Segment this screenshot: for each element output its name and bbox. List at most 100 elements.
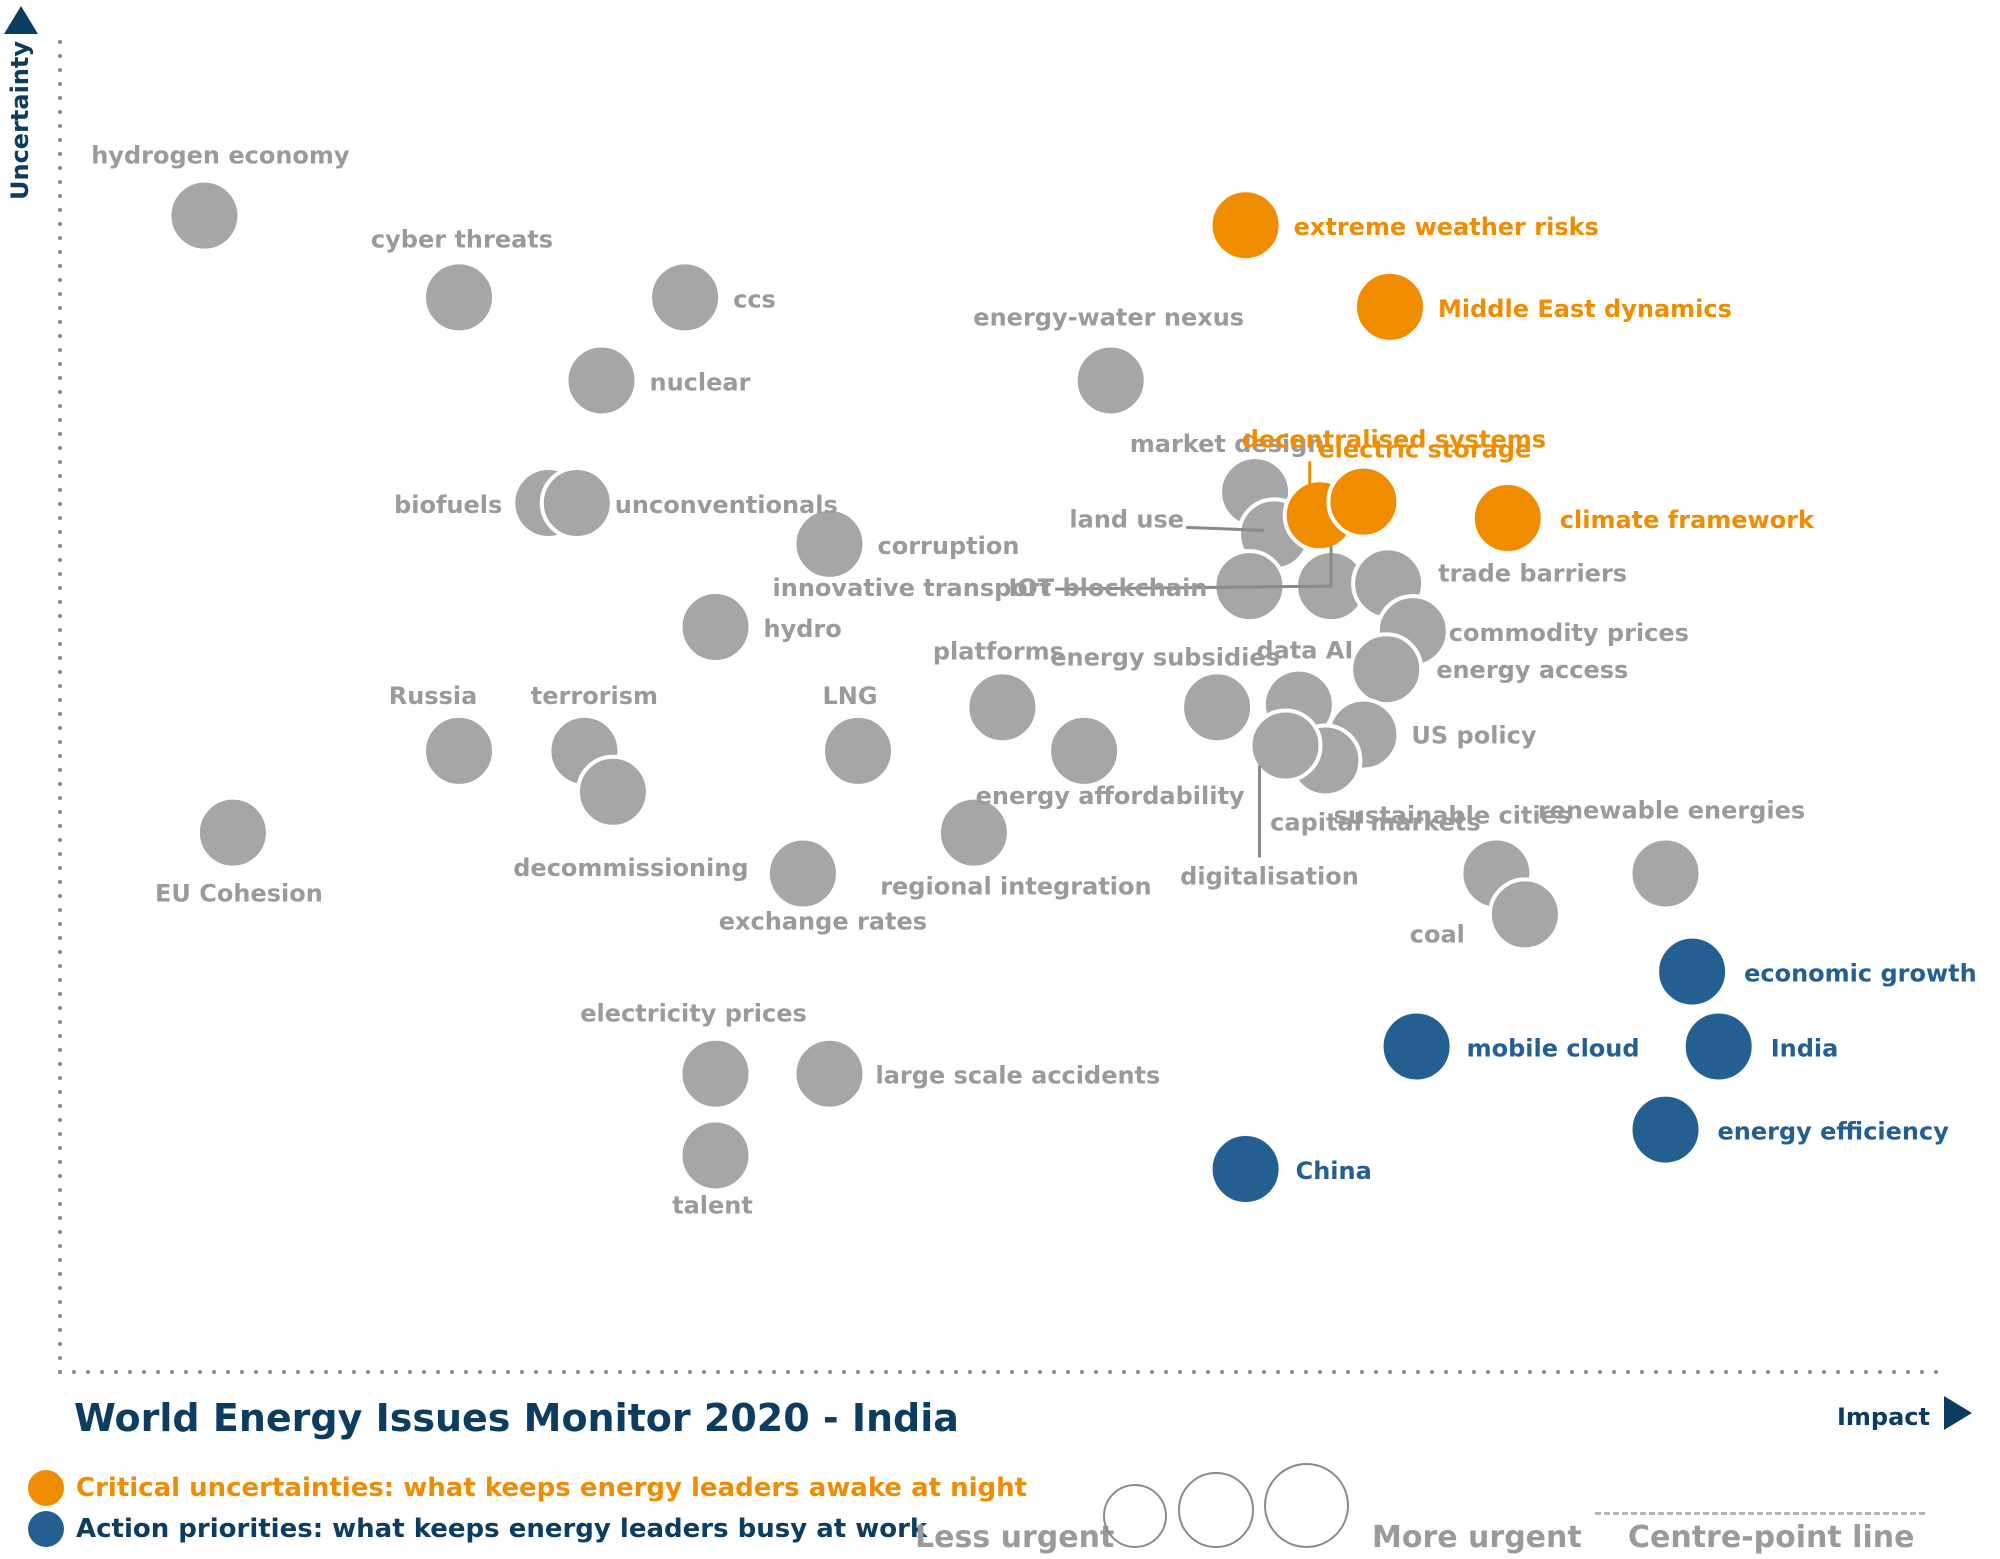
medium-size-circle-icon [1178,1472,1254,1548]
label-corruption: corruption [878,532,1020,560]
bubble-renewable-energies [1628,836,1703,911]
label-hydrogen-economy: hydrogen economy [91,142,350,170]
bubble-energy-efficiency [1628,1092,1703,1167]
label-market-design: market design [1130,430,1325,458]
label-platforms: platforms [933,637,1064,665]
bubble-extreme-weather-risks [1208,188,1283,263]
label-ccs: ccs [733,285,776,313]
label-electric-storage: electric storage [1318,436,1531,464]
label-exchange-rates: exchange rates [719,908,927,936]
label-terrorism: terrorism [531,682,658,710]
label-lng: LNG [822,682,877,710]
label-us-policy: US policy [1411,722,1536,750]
leader-line-innovative-transport [1055,546,1333,591]
less-urgent-label: Less urgent [915,1520,1115,1555]
x-axis-label: Impact [1837,1403,1930,1431]
bubble-corruption [792,506,867,581]
small-size-circle-icon [1103,1484,1167,1548]
label-large-scale-accidents: large scale accidents [876,1062,1161,1090]
bubble-climate-framework [1470,481,1545,556]
large-size-circle-icon [1264,1463,1349,1548]
bubble-electric-storage [1326,464,1401,539]
chart-title: World Energy Issues Monitor 2020 - India [74,1396,959,1440]
y-axis-label: Uncertainty [6,41,34,200]
label-biofuels: biofuels [394,491,502,519]
label-mobile-cloud: mobile cloud [1467,1034,1640,1062]
legend-critical-label: Critical uncertainties: what keeps energ… [76,1473,1028,1503]
label-eu-cohesion: EU Cohesion [155,880,323,908]
label-china: China [1296,1157,1372,1185]
bubble-hydrogen-economy [167,178,242,253]
legend-priorities: Action priorities: what keeps energy lea… [28,1511,927,1547]
bubble-regional-integration [936,795,1011,870]
bubble-eu-cohesion [195,795,270,870]
bubble-energy-water-nexus [1073,343,1148,418]
label-coal: coal [1410,920,1465,948]
label-decentralised-systems: decentralised systems [1242,425,1546,453]
label-energy-affordability: energy affordability [976,782,1245,810]
bubble-talent [678,1118,753,1193]
label-india: India [1771,1034,1839,1062]
label-energy-access: energy access [1436,656,1628,684]
bubble-hydro [678,589,753,664]
bubble-mobile-cloud [1379,1009,1454,1084]
x-axis-arrow-icon [1944,1396,1972,1430]
label-data-ai: data AI [1256,637,1353,665]
y-axis-arrow-icon [4,6,38,34]
bubble-lng [821,713,895,788]
bubble-middle-east-dynamics [1353,269,1427,344]
bubble-russia [422,713,496,788]
bubble-unconventionals [539,466,614,541]
label-middle-east-dynamics: Middle East dynamics [1438,295,1732,323]
label-trade-barriers: trade barriers [1438,559,1627,587]
label-iot-blockchain: IOT blockchain [1008,574,1207,602]
label-sustainable-cities: sustainable cities [1334,802,1572,830]
orange-dot-icon [28,1470,64,1506]
label-land-use: land use [1069,505,1184,533]
label-unconventionals: unconventionals [615,491,838,519]
label-hydro: hydro [764,615,842,643]
bubble-exchange-rates [765,836,840,911]
blue-dot-icon [28,1511,64,1547]
label-nuclear: nuclear [650,368,751,396]
bubble-india [1681,1009,1756,1084]
bubble-energy-affordability [1047,713,1122,788]
bubble-ccs [648,260,723,335]
bubble-energy-access [1349,632,1424,707]
legend-critical: Critical uncertainties: what keeps energ… [28,1470,1027,1506]
bubble-economic-growth [1655,934,1730,1009]
bubble-electricity-prices [678,1036,753,1111]
label-energy-subsidies: energy subsidies [1050,643,1280,671]
label-talent: talent [672,1191,753,1219]
bubble-energy-subsidies [1180,670,1255,745]
label-renewable-energies: renewable energies [1538,797,1805,825]
label-commodity-prices: commodity prices [1449,619,1689,647]
label-electricity-prices: electricity prices [580,1000,807,1028]
leader-line-land-use [1186,525,1265,532]
label-energy-efficiency: energy efficiency [1718,1118,1950,1146]
label-russia: Russia [389,682,478,710]
bubble-nuclear [564,343,639,418]
label-cyber-threats: cyber threats [371,225,553,253]
bubble-china [1208,1132,1283,1207]
legend-priorities-label: Action priorities: what keeps energy lea… [76,1514,928,1544]
label-decommissioning: decommissioning [513,854,748,882]
label-extreme-weather-risks: extreme weather risks [1294,213,1599,241]
label-economic-growth: economic growth [1744,960,1977,988]
label-digitalisation: digitalisation [1180,862,1359,890]
centre-point-line-label: Centre-point line [1628,1520,1915,1555]
label-capital-markets: capital markets [1270,808,1480,836]
bubble-coal [1487,877,1562,952]
bubble-large-scale-accidents [792,1036,867,1111]
label-regional-integration: regional integration [880,873,1151,901]
centre-point-line-sample [1595,1512,1925,1515]
bubble-platforms [965,670,1040,745]
bubble-cyber-threats [422,260,496,335]
bubble-digitalisation [1248,708,1323,783]
more-urgent-label: More urgent [1372,1520,1582,1555]
label-energy-water-nexus: energy-water nexus [973,303,1244,331]
label-innovative-transport: innovative transport [773,574,1052,602]
label-climate-framework: climate framework [1560,506,1815,534]
bubble-decommissioning [575,754,650,829]
